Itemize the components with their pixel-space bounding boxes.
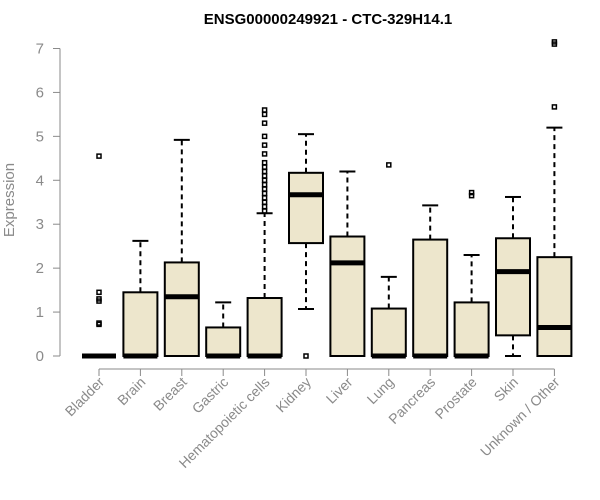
y-axis-label: Expression (1, 163, 18, 237)
outlier-point (96, 296, 102, 302)
outlier-point (261, 208, 268, 214)
box-bladder (82, 153, 116, 359)
y-tick-label: 0 (36, 348, 44, 365)
iqr-box (370, 307, 407, 358)
x-tick-label: Skin (491, 374, 522, 405)
outlier-point (261, 159, 268, 166)
outlier-point (261, 133, 268, 140)
outlier-point (261, 190, 268, 197)
outlier-point (551, 39, 558, 45)
y-tick-label: 3 (36, 216, 44, 233)
y-tick-label: 4 (36, 172, 44, 189)
outlier-point (261, 120, 268, 126)
outlier-point (96, 289, 102, 296)
outlier-point (261, 173, 268, 179)
outlier-point (96, 320, 102, 326)
y-tick-label: 7 (36, 40, 44, 57)
iqr-box (246, 297, 283, 357)
box-brain (122, 239, 159, 359)
y-tick-label: 1 (36, 304, 44, 321)
boxes-group (82, 39, 573, 359)
outlier-point (261, 111, 268, 118)
x-tick-label: Bladder (62, 374, 108, 420)
box-pancreas (412, 204, 449, 359)
y-axis: 0 1 2 3 4 5 6 7 (36, 40, 61, 365)
iqr-box (453, 301, 490, 357)
outlier-point (386, 162, 392, 168)
outlier-point (261, 142, 268, 148)
outlier-point (261, 164, 268, 170)
outlier-point (261, 107, 268, 113)
outlier-point (261, 181, 268, 188)
x-tick-label: Prostate (432, 374, 480, 422)
outlier-point (468, 189, 475, 196)
outlier-point (261, 186, 268, 192)
chart-title: ENSG00000249921 - CTC-329H14.1 (204, 11, 452, 28)
iqr-box (329, 235, 366, 358)
x-tick-label: Kidney (273, 374, 315, 416)
outlier-point (303, 353, 309, 359)
box-gastric (205, 301, 242, 359)
outlier-point (261, 168, 268, 175)
x-tick-label: Lung (364, 374, 397, 407)
outlier-point (551, 104, 558, 110)
x-tick-label: Unknown / Other (477, 374, 563, 460)
outlier-point (261, 203, 268, 210)
outlier-point (261, 177, 268, 184)
outlier-point (96, 153, 102, 159)
x-tick-label: Liver (323, 374, 356, 407)
iqr-box (536, 256, 573, 357)
y-tick-label: 2 (36, 260, 44, 277)
outlier-point (261, 199, 268, 205)
box-kidney (288, 133, 324, 359)
x-tick-label: Breast (150, 374, 190, 414)
outlier-point (468, 192, 475, 199)
iqr-box (412, 238, 449, 357)
iqr-box (122, 291, 159, 358)
box-skin (495, 195, 531, 357)
iqr-box (288, 171, 324, 245)
iqr-box (205, 326, 242, 357)
outlier-point (261, 195, 268, 201)
box-unknown-other (536, 39, 573, 357)
box-lung (370, 162, 407, 359)
box-liver (329, 170, 366, 358)
outlier-point (261, 151, 268, 157)
y-tick-label: 5 (36, 128, 44, 145)
box-hematopoietic-cells (246, 107, 283, 359)
box-prostate (453, 189, 490, 359)
y-tick-label: 6 (36, 84, 44, 101)
iqr-box (163, 261, 200, 358)
iqr-box (495, 237, 531, 337)
x-tick-label: Brain (114, 374, 148, 408)
box-breast (163, 138, 200, 358)
